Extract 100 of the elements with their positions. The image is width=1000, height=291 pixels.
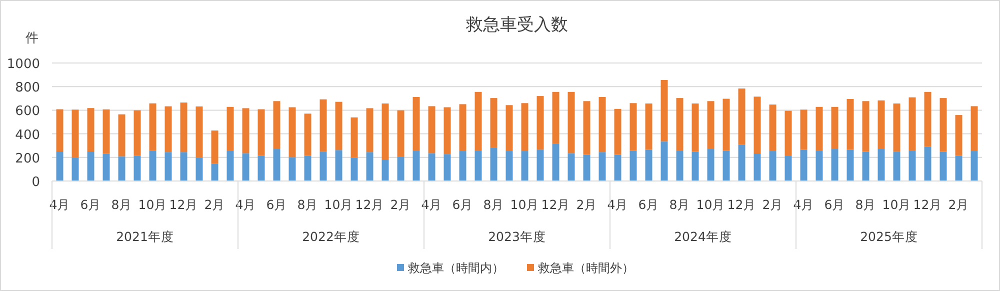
bar xyxy=(598,96,606,152)
bar xyxy=(304,156,312,181)
bar xyxy=(118,114,126,156)
y-tick-label: 800 xyxy=(15,80,40,96)
bar xyxy=(536,149,544,181)
bar xyxy=(444,154,451,181)
x-tick-label: 2月 xyxy=(762,197,784,212)
bar xyxy=(552,144,560,181)
x-tick-label: 8月 xyxy=(297,197,318,212)
bar xyxy=(614,108,622,155)
bar xyxy=(288,107,296,158)
bar xyxy=(924,146,932,181)
bar xyxy=(335,102,342,150)
y-tick-label: 1000 xyxy=(6,57,40,72)
bar xyxy=(583,154,590,181)
bar xyxy=(273,149,280,181)
x-tick-label: 6月 xyxy=(824,197,846,212)
bar xyxy=(273,101,280,150)
bar xyxy=(335,150,342,181)
x-tick-label: 2月 xyxy=(204,197,226,212)
bar xyxy=(707,149,714,181)
bar xyxy=(288,157,296,181)
bar xyxy=(180,152,188,181)
bar xyxy=(862,101,870,152)
bar xyxy=(970,151,978,181)
bar xyxy=(102,109,110,154)
bar xyxy=(784,110,792,156)
bar xyxy=(226,150,234,181)
text: 2025年度 xyxy=(860,229,918,244)
bar xyxy=(304,114,312,156)
bar xyxy=(428,106,436,154)
x-tick-label: 8月 xyxy=(855,197,876,212)
bar xyxy=(552,92,560,144)
bar xyxy=(862,152,870,181)
legend-label: 救急車（時間外） xyxy=(537,261,634,275)
bar xyxy=(474,92,482,150)
y-axis-title: 件 xyxy=(26,31,38,46)
bar xyxy=(258,156,265,181)
bar xyxy=(754,154,761,181)
x-tick-label: 6月 xyxy=(266,197,288,212)
bar xyxy=(506,105,513,152)
bar xyxy=(660,141,668,181)
x-tick-label: 10月 xyxy=(696,197,726,212)
bar xyxy=(72,157,79,181)
bar xyxy=(614,154,622,181)
bar xyxy=(676,150,684,181)
bar xyxy=(940,152,947,181)
bar xyxy=(816,150,823,181)
x-tick-label: 8月 xyxy=(483,197,504,212)
bar xyxy=(908,97,916,150)
x-tick-label: 2月 xyxy=(576,197,598,212)
x-tick-label: 6月 xyxy=(80,197,102,212)
bar xyxy=(784,156,792,181)
bar xyxy=(72,110,79,158)
bar xyxy=(164,152,172,181)
bar xyxy=(242,153,250,181)
bar xyxy=(474,150,482,181)
bar xyxy=(645,150,652,181)
bar xyxy=(56,152,64,181)
bar xyxy=(196,157,203,181)
bar xyxy=(955,115,962,156)
bar xyxy=(878,149,885,181)
bar xyxy=(831,106,838,150)
bar xyxy=(350,158,358,181)
bar xyxy=(382,103,389,160)
bar xyxy=(242,108,250,154)
bar xyxy=(459,104,466,152)
bar xyxy=(816,106,823,150)
bar xyxy=(226,106,234,151)
bar xyxy=(660,80,668,142)
x-tick-label: 12月 xyxy=(355,197,384,212)
text: 2023年度 xyxy=(488,229,546,244)
bar xyxy=(196,106,203,158)
bar xyxy=(87,108,94,152)
bar xyxy=(908,150,916,181)
x-tick-label: 6月 xyxy=(452,197,474,212)
bar xyxy=(738,144,746,181)
y-tick-label: 200 xyxy=(15,151,40,166)
y-tick-label: 600 xyxy=(15,104,40,120)
bar xyxy=(738,88,746,145)
bar xyxy=(180,102,188,152)
bar xyxy=(583,101,590,155)
x-tick-label: 8月 xyxy=(669,197,690,212)
bar xyxy=(149,150,156,181)
bar xyxy=(428,153,436,181)
bar xyxy=(893,103,900,152)
x-tick-label: 12月 xyxy=(169,197,198,212)
bar xyxy=(800,150,808,181)
x-tick-label: 10月 xyxy=(138,197,168,212)
chart-title: 救急車受入数 xyxy=(465,15,568,35)
bar xyxy=(258,109,265,156)
bar xyxy=(490,148,498,181)
bar xyxy=(366,152,374,181)
y-tick-label: 400 xyxy=(15,128,40,143)
bar xyxy=(459,151,466,181)
bar xyxy=(970,106,978,152)
bar xyxy=(87,152,94,181)
bar xyxy=(412,150,420,181)
x-tick-label: 10月 xyxy=(324,197,354,212)
bar xyxy=(102,154,110,181)
